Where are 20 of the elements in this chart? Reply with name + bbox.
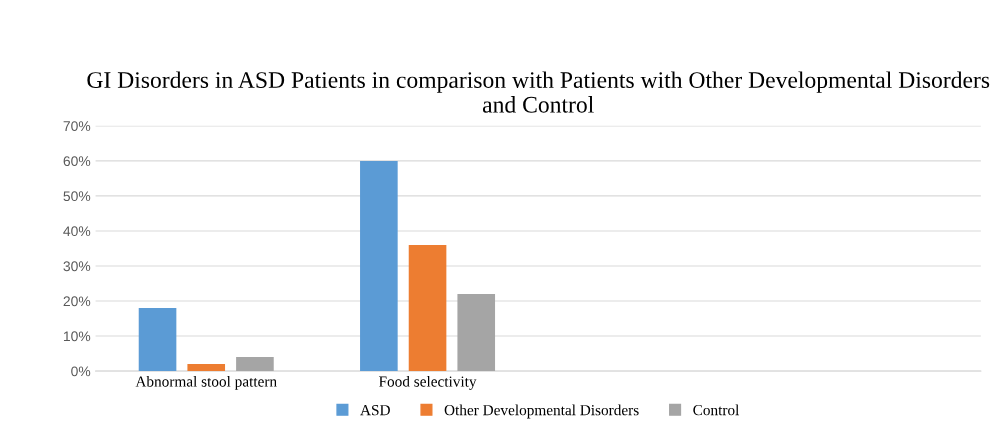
x-tick-label: Abnormal stool pattern (135, 375, 277, 390)
x-tick-label: Food selectivity (378, 375, 477, 390)
bar (138, 308, 177, 372)
y-tick-label: 40% (63, 226, 91, 237)
y-tick-label: 70% (63, 121, 91, 132)
y-tick-label: 60% (63, 156, 91, 167)
bar (408, 244, 447, 372)
bar (360, 160, 398, 372)
y-tick-label: 10% (63, 331, 91, 342)
legend-label: ASD (360, 405, 390, 416)
chart-title: GI Disorders in ASD Patients in comparison with Patients with Other Developmental Disorders and Control (87, 71, 990, 113)
y-tick-label: 50% (63, 191, 91, 202)
y-tick-label: 30% (63, 261, 91, 272)
legend-label: Control (693, 404, 740, 416)
y-tick-label: 0% (71, 366, 91, 377)
bar (236, 357, 274, 372)
bar (187, 364, 226, 372)
y-tick-label: 20% (63, 296, 91, 307)
bar (457, 294, 496, 372)
legend-label: Other Developmental Disorders (444, 404, 639, 419)
